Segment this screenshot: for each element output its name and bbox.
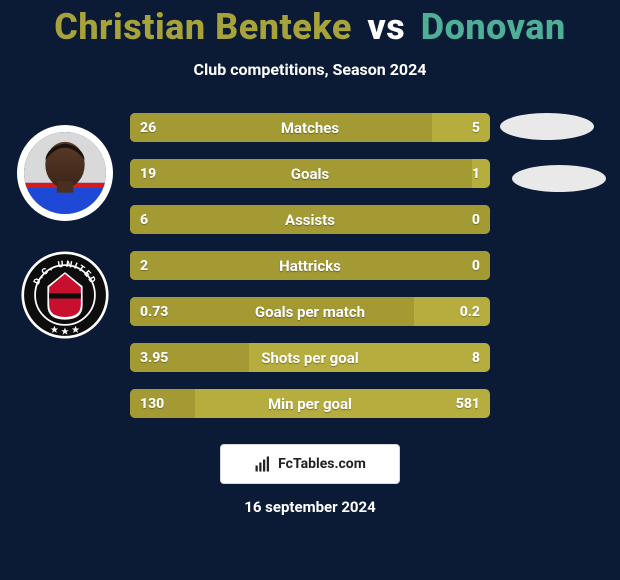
stat-value-right: 1 bbox=[472, 159, 480, 188]
bar-chart-icon bbox=[254, 455, 272, 473]
mini-ellipse-icon bbox=[500, 113, 594, 140]
club-crest: D.C. UNITED bbox=[21, 251, 109, 339]
stat-value-left: 3.95 bbox=[140, 343, 168, 372]
title-player-b: Donovan bbox=[421, 6, 566, 48]
stat-value-left: 2 bbox=[140, 251, 148, 280]
brand-label: FcTables.com bbox=[278, 456, 366, 472]
dc-united-crest-icon: D.C. UNITED bbox=[21, 251, 109, 339]
stat-label: Matches bbox=[130, 113, 490, 142]
stat-row: Goals19 1 bbox=[130, 159, 490, 188]
stats-bars: Matches265Goals191Assists60Hattricks20Go… bbox=[130, 107, 490, 418]
stat-row: Hattricks2 0 bbox=[130, 251, 490, 280]
stat-label: Goals bbox=[130, 159, 490, 188]
infographic-root: Christian Benteke vs Donovan Club compet… bbox=[0, 0, 620, 580]
title-row: Christian Benteke vs Donovan bbox=[54, 6, 566, 48]
stat-value-right: 581 bbox=[456, 389, 480, 418]
stat-row: Matches26 5 bbox=[130, 113, 490, 142]
stat-row: Assists6 0 bbox=[130, 205, 490, 234]
stat-value-right: 0 bbox=[472, 251, 480, 280]
subtitle: Club competitions, Season 2024 bbox=[194, 60, 427, 79]
stat-label: Goals per match bbox=[130, 297, 490, 326]
brand-box: FcTables.com bbox=[220, 444, 400, 484]
stat-value-left: 6 bbox=[140, 205, 148, 234]
footer-date: 16 september 2024 bbox=[244, 498, 376, 516]
mini-ellipse-icon bbox=[512, 165, 606, 192]
stat-value-right: 0.2 bbox=[460, 297, 480, 326]
title-player-a: Christian Benteke bbox=[54, 6, 352, 48]
player-avatar bbox=[17, 125, 113, 221]
stat-value-left: 0.73 bbox=[140, 297, 168, 326]
main-area: D.C. UNITED Matches265Goals191Assists60H… bbox=[0, 107, 620, 418]
stat-label: Assists bbox=[130, 205, 490, 234]
stat-label: Min per goal bbox=[130, 389, 490, 418]
stat-value-left: 26 bbox=[140, 113, 156, 142]
stat-value-right: 8 bbox=[472, 343, 480, 372]
player-photo-placeholder bbox=[24, 132, 106, 214]
stat-value-left: 130 bbox=[140, 389, 164, 418]
stat-value-right: 5 bbox=[472, 113, 480, 142]
left-column: D.C. UNITED bbox=[0, 107, 130, 418]
stat-label: Hattricks bbox=[130, 251, 490, 280]
title-vs: vs bbox=[367, 6, 405, 48]
right-column bbox=[490, 107, 620, 418]
stat-row: Goals per match0.73 0.2 bbox=[130, 297, 490, 326]
stat-label: Shots per goal bbox=[130, 343, 490, 372]
stat-row: Shots per goal3.95 8 bbox=[130, 343, 490, 372]
stat-value-left: 19 bbox=[140, 159, 156, 188]
stat-value-right: 0 bbox=[472, 205, 480, 234]
stat-row: Min per goal130 581 bbox=[130, 389, 490, 418]
